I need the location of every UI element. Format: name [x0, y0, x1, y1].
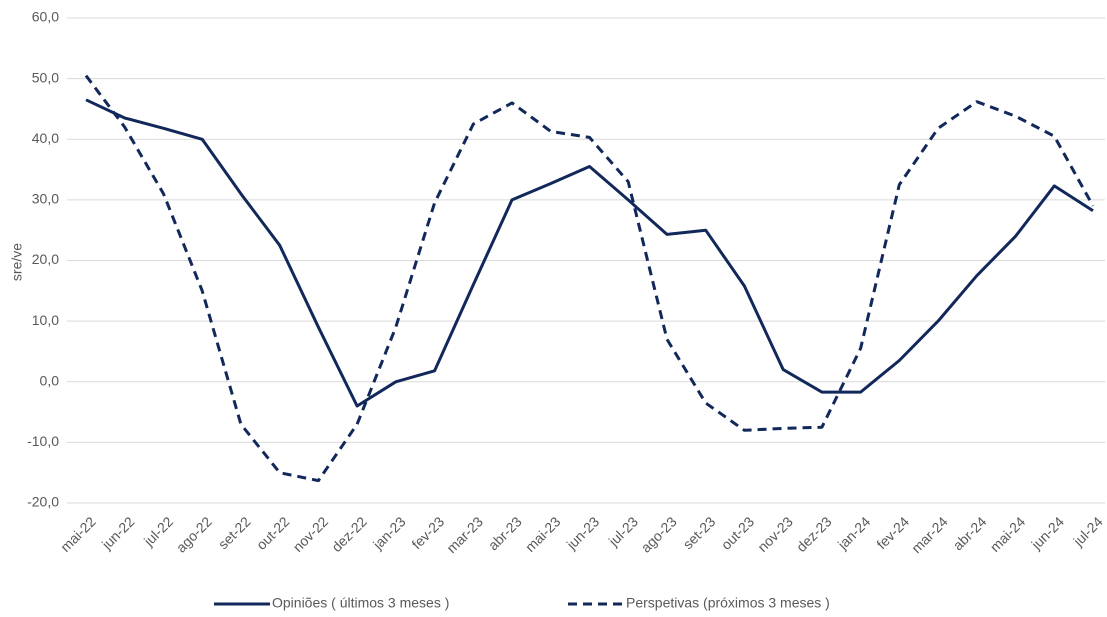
x-tick-label: jun-22	[98, 513, 138, 553]
x-tick-label: ago-22	[173, 513, 215, 555]
x-tick-label: fev-24	[873, 513, 912, 552]
y-tick-label: 0,0	[40, 372, 60, 388]
x-tick-label: dez-22	[328, 513, 370, 555]
x-tick-label: mai-22	[57, 513, 99, 555]
x-tick-label: abr-24	[950, 513, 990, 553]
y-tick-label: 10,0	[32, 312, 59, 328]
y-tick-label: 20,0	[32, 251, 59, 267]
x-tick-label: fev-23	[408, 513, 447, 552]
x-tick-label: set-22	[215, 513, 254, 552]
x-tick-label: mai-23	[522, 513, 564, 555]
y-tick-label: -10,0	[27, 433, 59, 449]
y-tick-label: 40,0	[32, 130, 59, 146]
x-tick-label: dez-23	[793, 513, 835, 555]
x-tick-label: out-22	[253, 513, 293, 553]
x-tick-label: nov-22	[290, 513, 332, 555]
x-tick-label: mar-24	[908, 513, 951, 556]
legend-label: Opiniões ( últimos 3 meses )	[272, 595, 449, 611]
x-tick-label: jan-23	[369, 513, 409, 553]
x-tick-label: mar-23	[443, 513, 486, 556]
x-tick-label: jun-23	[563, 513, 603, 553]
x-tick-label: mai-24	[987, 513, 1029, 555]
x-tick-label: jun-24	[1027, 513, 1067, 553]
x-tick-label: jul-24	[1070, 513, 1106, 549]
series-line	[84, 74, 1095, 483]
x-tick-label: jul-23	[605, 513, 641, 549]
x-tick-label: jul-22	[140, 513, 176, 549]
x-tick-label: abr-23	[485, 513, 525, 553]
y-tick-label: 50,0	[32, 69, 59, 85]
legend-label: Perspetivas (próximos 3 meses )	[626, 595, 830, 611]
y-tick-label: 30,0	[32, 191, 59, 207]
y-axis-label: sre/ve	[9, 243, 25, 281]
y-tick-label: -20,0	[27, 494, 59, 510]
series-line	[85, 98, 1094, 408]
x-tick-label: set-23	[680, 513, 719, 552]
x-tick-label: nov-23	[754, 513, 796, 555]
y-tick-label: 60,0	[32, 9, 59, 25]
x-tick-label: out-23	[718, 513, 758, 553]
x-tick-label: ago-23	[638, 513, 680, 555]
x-tick-label: jan-24	[834, 513, 874, 553]
